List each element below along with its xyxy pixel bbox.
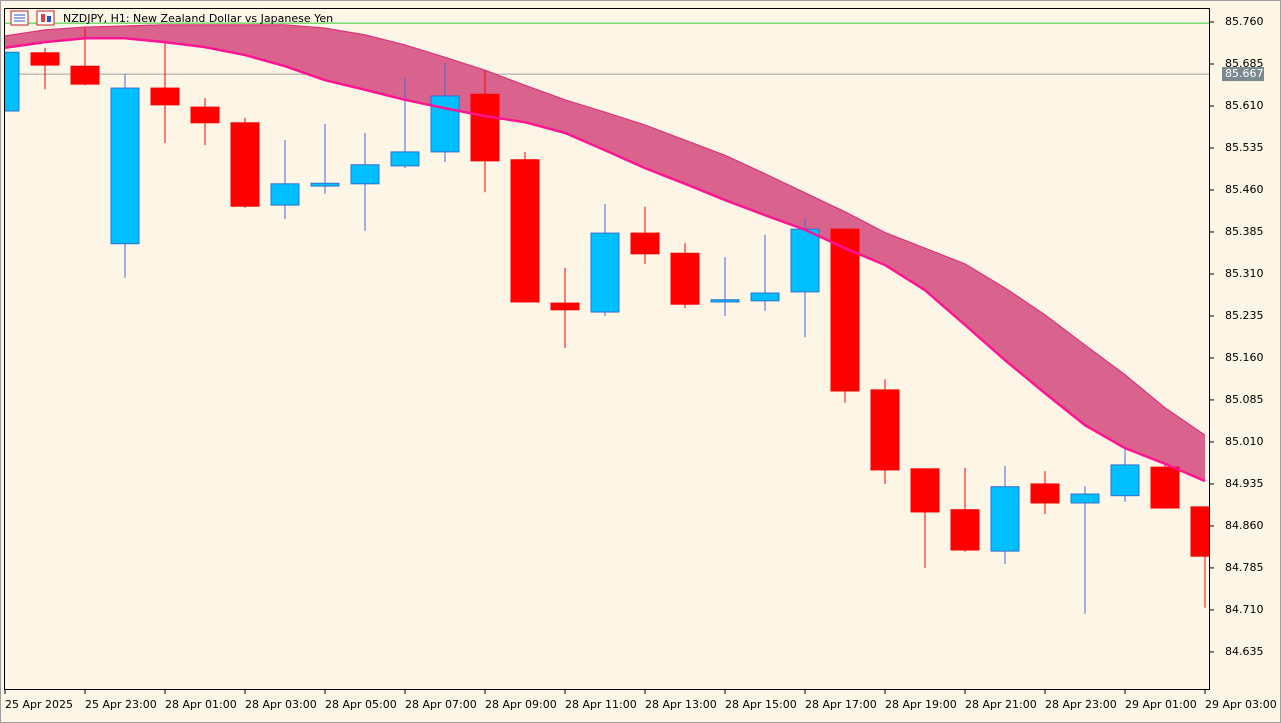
candle-body xyxy=(70,65,100,85)
candle-body xyxy=(310,182,340,187)
chart-icon[interactable] xyxy=(36,10,55,26)
chart-title: NZDJPY, H1: New Zealand Dollar vs Japane… xyxy=(63,12,333,25)
candle-body xyxy=(110,87,140,245)
x-tick-label: 28 Apr 19:00 xyxy=(885,698,957,711)
y-tick-label: 84.785 xyxy=(1225,561,1264,574)
candle-body xyxy=(630,232,660,255)
y-tick-label: 85.685 xyxy=(1225,57,1264,70)
x-tick-label: 28 Apr 11:00 xyxy=(565,698,637,711)
candle-body xyxy=(1190,506,1210,557)
candle-body xyxy=(230,122,260,207)
candle-body xyxy=(950,509,980,551)
x-tick-label: 28 Apr 17:00 xyxy=(805,698,877,711)
band-fill xyxy=(5,24,1205,482)
y-tick-label: 84.935 xyxy=(1225,477,1264,490)
x-tick-label: 28 Apr 13:00 xyxy=(645,698,717,711)
x-tick-label: 28 Apr 23:00 xyxy=(1045,698,1117,711)
plot-border xyxy=(4,8,1210,690)
y-tick-label: 85.160 xyxy=(1225,351,1264,364)
x-tick-label: 28 Apr 03:00 xyxy=(245,698,317,711)
candle-body xyxy=(510,159,540,303)
candle-body xyxy=(30,52,60,66)
y-tick-label: 85.760 xyxy=(1225,15,1264,28)
x-tick-label: 25 Apr 23:00 xyxy=(85,698,157,711)
candle-body xyxy=(270,183,300,206)
y-tick-label: 84.710 xyxy=(1225,603,1264,616)
candle-body xyxy=(830,228,860,392)
candle-body xyxy=(150,87,180,106)
bid-label-box xyxy=(1222,67,1264,82)
icon-bar xyxy=(47,16,51,22)
band-line xyxy=(4,36,1206,483)
y-tick-label: 84.635 xyxy=(1225,645,1264,658)
candle-body xyxy=(390,151,420,167)
y-tick-label: 85.385 xyxy=(1225,225,1264,238)
candle-body xyxy=(1150,466,1180,509)
candle-body xyxy=(1030,483,1060,504)
x-tick-label: 28 Apr 09:00 xyxy=(485,698,557,711)
candle-body xyxy=(1070,493,1100,504)
candle-body xyxy=(790,228,820,293)
y-tick-label: 85.610 xyxy=(1225,99,1264,112)
candle-body xyxy=(870,389,900,471)
candle-body xyxy=(750,292,780,302)
y-tick-label: 85.460 xyxy=(1225,183,1264,196)
x-tick-label: 29 Apr 03:00 xyxy=(1205,698,1277,711)
y-tick-label: 85.235 xyxy=(1225,309,1264,322)
candle-body xyxy=(430,95,460,153)
candle-body xyxy=(350,164,380,185)
band-line xyxy=(4,24,1206,436)
y-tick-label: 85.085 xyxy=(1225,393,1264,406)
y-tick-label: 85.010 xyxy=(1225,435,1264,448)
candle-body xyxy=(470,93,500,162)
candle-body xyxy=(990,486,1020,552)
x-tick-label: 29 Apr 01:00 xyxy=(1125,698,1197,711)
x-tick-label: 28 Apr 05:00 xyxy=(325,698,397,711)
y-tick-label: 85.310 xyxy=(1225,267,1264,280)
y-tick-label: 85.535 xyxy=(1225,141,1264,154)
candle-body xyxy=(550,302,580,311)
plot-area xyxy=(4,22,1210,614)
candle-body xyxy=(590,232,620,313)
window-icons xyxy=(10,10,55,26)
candle-body xyxy=(670,252,700,305)
x-tick-label: 28 Apr 07:00 xyxy=(405,698,477,711)
candle-body xyxy=(1110,464,1140,497)
y-tick-label: 84.860 xyxy=(1225,519,1264,532)
icon-bar xyxy=(41,14,45,22)
x-tick-label: 25 Apr 2025 xyxy=(5,698,73,711)
x-tick-label: 28 Apr 21:00 xyxy=(965,698,1037,711)
candle-body xyxy=(910,468,940,513)
candle-body xyxy=(190,106,220,124)
x-tick-label: 28 Apr 01:00 xyxy=(165,698,237,711)
x-tick-label: 28 Apr 15:00 xyxy=(725,698,797,711)
candle-body xyxy=(710,299,740,303)
bid-label: 85.667 xyxy=(1225,67,1264,80)
